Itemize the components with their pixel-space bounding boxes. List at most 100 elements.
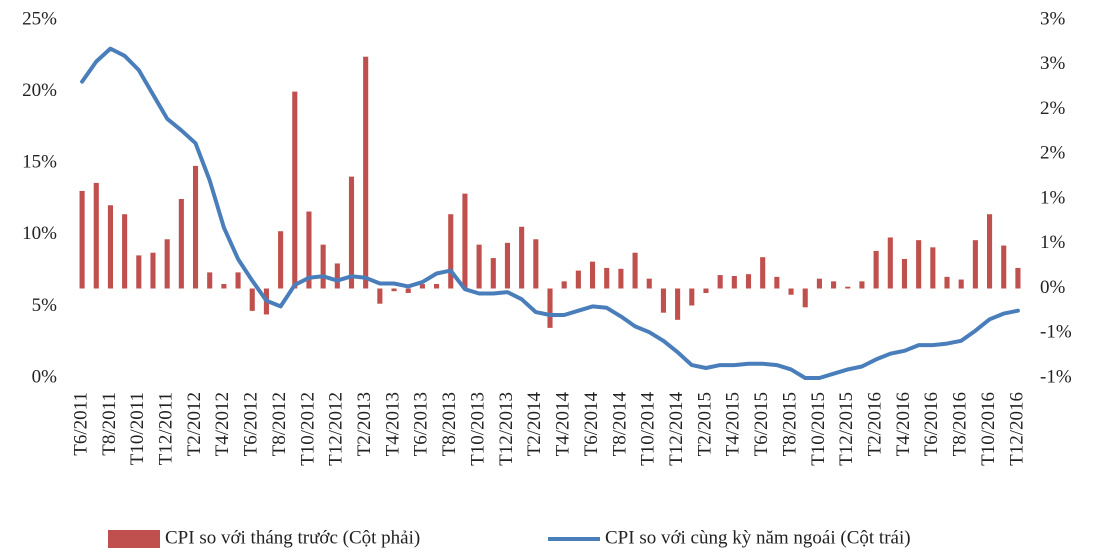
x-tick-label: T10/2013 bbox=[467, 392, 488, 466]
bar bbox=[292, 91, 298, 289]
x-tick-label: T2/2012 bbox=[184, 392, 205, 456]
bar bbox=[334, 263, 340, 289]
bar bbox=[831, 281, 837, 289]
x-tick-label: T10/2015 bbox=[808, 392, 829, 466]
bar bbox=[689, 288, 695, 306]
y-tick-label: 0% bbox=[32, 366, 58, 387]
bar bbox=[519, 226, 525, 289]
bar bbox=[122, 214, 128, 289]
x-tick-label: T8/2013 bbox=[439, 392, 460, 456]
bar bbox=[79, 190, 85, 289]
bar bbox=[859, 281, 865, 289]
bar bbox=[618, 268, 624, 289]
x-tick-label: T2/2016 bbox=[864, 392, 885, 456]
y-tick-label: 5% bbox=[32, 295, 58, 316]
bar bbox=[419, 284, 425, 289]
x-tick-label: T2/2015 bbox=[694, 392, 715, 456]
x-tick-label: T8/2014 bbox=[609, 392, 630, 457]
bar bbox=[348, 176, 355, 289]
x-tick-label: T8/2016 bbox=[950, 392, 971, 456]
bar bbox=[164, 239, 170, 289]
bar bbox=[377, 288, 383, 304]
bar bbox=[107, 205, 113, 289]
bar bbox=[235, 272, 241, 289]
bar bbox=[93, 182, 99, 289]
bar bbox=[901, 258, 908, 289]
x-tick-label: T4/2016 bbox=[893, 392, 914, 456]
x-tick-label: T4/2012 bbox=[212, 392, 233, 456]
bar bbox=[845, 286, 851, 289]
x-tick-label: T12/2012 bbox=[326, 392, 347, 466]
x-tick-label: T8/2015 bbox=[779, 392, 800, 456]
x-tick-label: T12/2013 bbox=[496, 392, 517, 466]
bar bbox=[745, 274, 752, 289]
bar bbox=[972, 240, 978, 289]
y-tick-label: 15% bbox=[22, 152, 57, 173]
y2-tick-label: 0% bbox=[1040, 277, 1066, 298]
bar bbox=[632, 252, 638, 289]
x-tick-label: T6/2012 bbox=[241, 392, 262, 456]
bar bbox=[802, 288, 808, 308]
x-tick-label: T10/2012 bbox=[297, 392, 318, 466]
x-tick-label: T12/2016 bbox=[1006, 392, 1027, 466]
y2-tick-label: -1% bbox=[1040, 366, 1072, 387]
bar bbox=[873, 250, 879, 289]
bar bbox=[604, 267, 610, 289]
bar bbox=[434, 284, 440, 289]
bar bbox=[561, 281, 567, 289]
bar bbox=[320, 244, 326, 289]
x-tick-label: T4/2015 bbox=[723, 392, 744, 456]
bar bbox=[178, 199, 184, 289]
y2-tick-label: 3% bbox=[1040, 53, 1066, 74]
legend-label: CPI so với tháng trước (Cột phải) bbox=[165, 527, 420, 548]
bar bbox=[136, 255, 142, 289]
bar bbox=[363, 56, 369, 289]
bar bbox=[207, 272, 213, 289]
bar bbox=[150, 252, 156, 289]
x-tick-label: T6/2016 bbox=[921, 392, 942, 456]
legend-label: CPI so với cùng kỳ năm ngoái (Cột trái) bbox=[605, 527, 911, 548]
bar bbox=[944, 276, 950, 289]
x-tick-label: T6/2014 bbox=[581, 392, 602, 457]
bar bbox=[930, 247, 936, 289]
bar bbox=[490, 258, 496, 289]
bar bbox=[589, 261, 596, 289]
bar bbox=[717, 275, 723, 289]
bar bbox=[575, 270, 581, 289]
x-tick-label: T2/2013 bbox=[354, 392, 375, 456]
x-tick-label: T12/2011 bbox=[156, 392, 177, 465]
bar bbox=[675, 288, 681, 320]
bar bbox=[1001, 245, 1007, 289]
bar bbox=[448, 214, 454, 289]
bar bbox=[306, 211, 312, 289]
bar bbox=[547, 288, 553, 328]
x-tick-label: T6/2015 bbox=[751, 392, 772, 456]
y2-tick-label: 3% bbox=[1040, 8, 1066, 29]
bar bbox=[405, 288, 411, 293]
bar bbox=[703, 288, 709, 293]
x-tick-label: T12/2014 bbox=[666, 392, 687, 466]
y2-tick-label: -1% bbox=[1040, 322, 1072, 343]
bar bbox=[192, 165, 199, 289]
bar bbox=[476, 244, 482, 289]
legend-swatch bbox=[108, 530, 160, 548]
bar bbox=[916, 240, 922, 289]
bar bbox=[391, 288, 397, 292]
bar bbox=[774, 276, 780, 289]
x-tick-label: T10/2011 bbox=[127, 392, 148, 465]
bar bbox=[731, 275, 737, 289]
y2-tick-label: 2% bbox=[1040, 98, 1066, 119]
bar bbox=[249, 288, 255, 311]
bar bbox=[221, 284, 227, 289]
bar bbox=[887, 237, 893, 289]
bar bbox=[788, 288, 794, 295]
x-tick-label: T8/2011 bbox=[99, 392, 120, 456]
x-tick-label: T2/2014 bbox=[524, 392, 545, 457]
line bbox=[80, 46, 1020, 380]
x-tick-label: T12/2015 bbox=[836, 392, 857, 466]
y2-tick-label: 1% bbox=[1040, 187, 1066, 208]
y2-tick-label: 1% bbox=[1040, 232, 1066, 253]
x-tick-label: T10/2016 bbox=[978, 392, 999, 466]
x-tick-label: T4/2013 bbox=[382, 392, 403, 456]
